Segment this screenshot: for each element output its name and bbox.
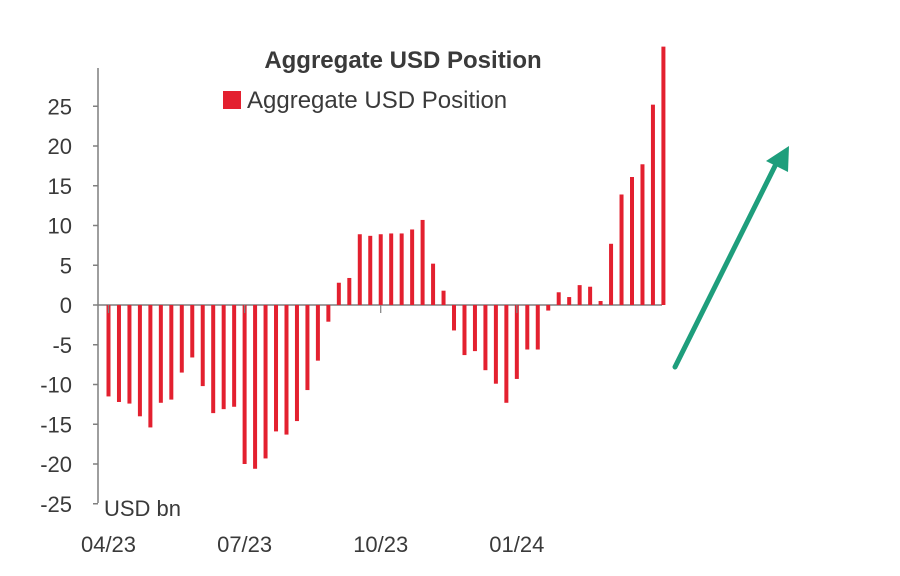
- bar: [619, 194, 624, 305]
- bar: [148, 305, 153, 428]
- bar: [577, 285, 582, 305]
- y-tick-label: 25: [48, 94, 72, 119]
- y-tick-label: -25: [40, 492, 72, 517]
- bar: [116, 305, 121, 402]
- bar: [347, 277, 352, 305]
- y-tick-label: 0: [60, 293, 72, 318]
- bar: [483, 305, 488, 371]
- bar: [399, 233, 404, 305]
- bar: [535, 305, 540, 350]
- bar: [137, 305, 142, 417]
- y-tick-label: -20: [40, 452, 72, 477]
- bar: [598, 301, 603, 305]
- bar: [588, 286, 593, 305]
- y-tick-label: 15: [48, 174, 72, 199]
- bar: [326, 305, 331, 322]
- bar: [650, 104, 655, 305]
- bar: [368, 235, 373, 305]
- y-unit-label: USD bn: [104, 496, 181, 521]
- bar: [640, 164, 645, 305]
- x-tick-label: 01/24: [489, 532, 544, 557]
- y-axis-ticks: -25 -20 -15 -10 -5 0 5 10 15 20 25: [40, 94, 98, 517]
- bar: [263, 305, 268, 459]
- bar: [556, 292, 561, 305]
- x-axis-ticks: 04/23 07/23 10/23 01/24: [81, 305, 544, 557]
- bars: [106, 46, 666, 469]
- bar: [106, 305, 111, 397]
- bar: [431, 263, 436, 305]
- x-tick-label: 07/23: [217, 532, 272, 557]
- bar: [190, 305, 195, 358]
- bar: [294, 305, 299, 422]
- bar: [242, 305, 247, 464]
- bar: [232, 305, 237, 407]
- bar: [630, 177, 634, 305]
- bar: [420, 219, 425, 305]
- bar: [567, 297, 572, 305]
- bar: [410, 229, 415, 305]
- bar: [315, 305, 320, 361]
- legend-label: Aggregate USD Position: [247, 87, 507, 114]
- bar: [158, 305, 163, 403]
- bar: [493, 305, 498, 384]
- bar: [504, 305, 509, 403]
- bar: [169, 305, 174, 400]
- bar: [357, 234, 362, 305]
- legend: Aggregate USD Position: [223, 87, 507, 114]
- bar: [253, 305, 258, 469]
- y-tick-label: 5: [60, 253, 72, 278]
- arrow-shaft: [672, 163, 778, 370]
- bar: [336, 282, 341, 305]
- bar: [179, 305, 184, 373]
- bar: [284, 305, 289, 435]
- y-tick-label: -10: [40, 373, 72, 398]
- bar: [211, 305, 216, 414]
- y-tick-label: 10: [48, 214, 72, 239]
- bar: [472, 305, 477, 352]
- bar: [661, 46, 666, 305]
- y-tick-label: -15: [40, 412, 72, 437]
- bar: [514, 305, 519, 379]
- y-tick-label: 20: [48, 134, 72, 159]
- bar: [221, 305, 226, 410]
- bar: [305, 305, 310, 391]
- y-tick-label: -5: [52, 333, 72, 358]
- bar: [609, 243, 614, 305]
- trend-arrow: [672, 146, 789, 370]
- bar: [378, 234, 383, 305]
- bar: [127, 305, 132, 404]
- arrow-head: [766, 146, 789, 172]
- bar: [546, 305, 551, 311]
- bar: [389, 233, 394, 305]
- x-tick-label: 10/23: [353, 532, 408, 557]
- bar: [525, 305, 530, 350]
- x-tick-label: 04/23: [81, 532, 136, 557]
- chart-title: Aggregate USD Position: [264, 47, 541, 74]
- bar: [274, 305, 279, 432]
- bar: [452, 305, 457, 331]
- legend-swatch: [223, 91, 241, 109]
- bar: [462, 305, 467, 356]
- bar: [441, 290, 446, 305]
- bar: [200, 305, 205, 387]
